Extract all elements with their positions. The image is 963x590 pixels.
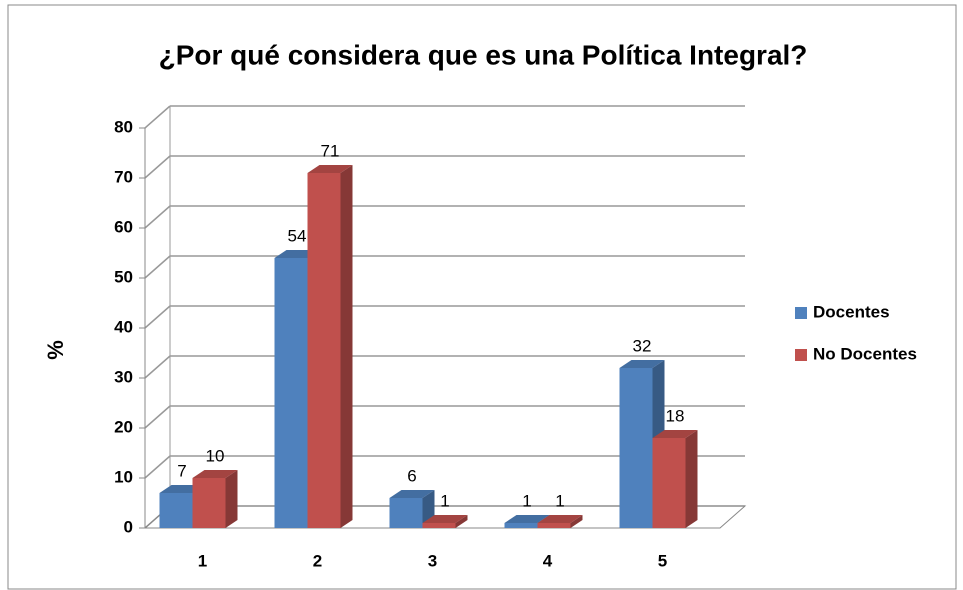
- y-tick-label: 0: [124, 517, 133, 536]
- y-tick-label: 30: [114, 367, 133, 386]
- bar: [192, 478, 226, 528]
- data-label: 18: [666, 406, 685, 425]
- bar-top: [504, 515, 550, 523]
- grid-line-side: [144, 355, 171, 379]
- bar-top: [192, 470, 238, 478]
- x-tick-label: 1: [198, 551, 207, 570]
- y-tick-label: 60: [114, 217, 133, 236]
- y-axis-title: %: [43, 340, 68, 360]
- y-tick-label: 40: [114, 317, 133, 336]
- bar: [389, 498, 423, 528]
- y-tick-label: 50: [114, 267, 133, 286]
- x-tick-label: 5: [658, 551, 667, 570]
- grid-line-side: [144, 255, 171, 279]
- bar-top: [537, 515, 583, 523]
- x-tick-label: 3: [428, 551, 437, 570]
- bar: [652, 438, 686, 528]
- bar: [422, 523, 456, 528]
- y-tick-label: 20: [114, 417, 133, 436]
- data-label: 71: [321, 141, 340, 160]
- x-tick-label: 2: [313, 551, 322, 570]
- bar-top: [422, 515, 468, 523]
- grid-line-side: [144, 455, 171, 479]
- grid-line-side: [144, 305, 171, 329]
- legend-label: No Docentes: [813, 344, 917, 363]
- bar-top: [619, 360, 665, 368]
- x-tick-label: 4: [543, 551, 553, 570]
- bar-top: [307, 165, 353, 173]
- data-label: 6: [407, 466, 416, 485]
- y-tick-label: 10: [114, 467, 133, 486]
- bar-side: [340, 165, 353, 528]
- grid-line-side: [144, 155, 171, 179]
- grid-line-side: [144, 205, 171, 229]
- data-label: 10: [206, 446, 225, 465]
- bar: [307, 173, 341, 528]
- bar: [537, 523, 571, 528]
- bar: [274, 258, 308, 528]
- bar: [619, 368, 653, 528]
- data-label: 32: [633, 336, 652, 355]
- y-tick-label: 80: [114, 117, 133, 136]
- data-label: 7: [177, 461, 186, 480]
- bar: [159, 493, 193, 528]
- legend-swatch: [795, 307, 807, 319]
- bar-side: [455, 515, 468, 528]
- bar-side: [570, 515, 583, 528]
- data-label: 1: [440, 491, 449, 510]
- y-tick-label: 70: [114, 167, 133, 186]
- chart-title: ¿Por qué considera que es una Política I…: [159, 39, 808, 70]
- bar-side: [225, 470, 238, 528]
- grid-line-side: [144, 405, 171, 429]
- legend-swatch: [795, 349, 807, 361]
- legend-label: Docentes: [813, 302, 890, 321]
- bar: [504, 523, 538, 528]
- data-label: 54: [288, 226, 307, 245]
- chart-frame: [7, 4, 957, 590]
- bar-top: [652, 430, 698, 438]
- data-label: 1: [555, 491, 564, 510]
- data-label: 1: [522, 491, 531, 510]
- bar-side: [685, 430, 698, 528]
- grid-line-side: [144, 105, 171, 129]
- bar-top: [389, 490, 435, 498]
